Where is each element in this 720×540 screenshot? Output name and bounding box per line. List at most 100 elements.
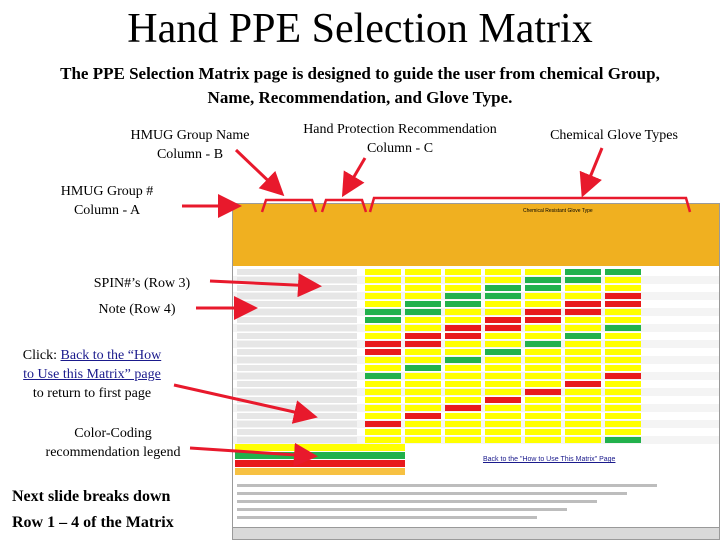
matrix-row <box>233 428 719 436</box>
matrix-cell <box>365 325 401 331</box>
matrix-row <box>233 388 719 396</box>
matrix-cell <box>365 413 401 419</box>
matrix-cell <box>405 269 441 275</box>
matrix-cell <box>525 429 561 435</box>
arrow-legend <box>189 442 318 467</box>
sheet-tabs[interactable] <box>233 527 719 539</box>
matrix-cell <box>405 301 441 307</box>
matrix-row <box>233 300 719 308</box>
next-slide-note: Next slide breaks down Row 1 – 4 of the … <box>12 484 222 536</box>
note-line <box>237 516 537 519</box>
matrix-cell <box>365 309 401 315</box>
matrix-cell <box>605 301 641 307</box>
recommendation-label: Hand Protection Recommendation Column - … <box>282 120 518 158</box>
matrix-cell <box>405 365 441 371</box>
matrix-cell <box>445 421 481 427</box>
matrix-cell <box>445 301 481 307</box>
legend-label-line-2: recommendation legend <box>45 445 181 460</box>
matrix-id-cell <box>237 421 357 427</box>
matrix-cell <box>405 373 441 379</box>
matrix-cell <box>365 333 401 339</box>
matrix-cell <box>365 373 401 379</box>
group-name-label: HMUG Group Name Column - B <box>110 126 270 164</box>
sheet-back-link[interactable]: Back to the "How to Use This Matrix" Pag… <box>483 456 616 463</box>
matrix-cell <box>445 381 481 387</box>
matrix-cell <box>365 317 401 323</box>
recommendation-label-line-2: Column - C <box>366 141 434 156</box>
matrix-cell <box>525 405 561 411</box>
matrix-cell <box>565 405 601 411</box>
matrix-cell <box>405 429 441 435</box>
matrix-cell <box>565 269 601 275</box>
matrix-cell <box>445 293 481 299</box>
matrix-cell <box>405 405 441 411</box>
matrix-cell <box>485 285 521 291</box>
group-name-label-line-1: HMUG Group Name <box>130 128 250 143</box>
legend-label: Color-Coding recommendation legend <box>30 424 196 462</box>
matrix-cell <box>525 437 561 443</box>
matrix-cell <box>445 397 481 403</box>
next-slide-note-line-1: Next slide breaks down <box>12 488 171 505</box>
matrix-cell <box>565 421 601 427</box>
matrix-cell <box>565 341 601 347</box>
next-slide-note-line-2: Row 1 – 4 of the Matrix <box>12 514 174 531</box>
matrix-id-cell <box>237 437 357 443</box>
matrix-cell <box>445 373 481 379</box>
matrix-cell <box>445 413 481 419</box>
matrix-row <box>233 380 719 388</box>
matrix-cell <box>405 397 441 403</box>
matrix-cell <box>525 341 561 347</box>
matrix-cell <box>365 277 401 283</box>
matrix-cell <box>605 325 641 331</box>
matrix-id-cell <box>237 317 357 323</box>
matrix-cell <box>445 333 481 339</box>
matrix-cell <box>565 357 601 363</box>
matrix-cell <box>565 429 601 435</box>
matrix-cell <box>605 309 641 315</box>
matrix-row <box>233 268 719 276</box>
matrix-row <box>233 372 719 380</box>
back-to-how-to-use-link[interactable]: Back to the “How <box>60 348 162 363</box>
matrix-cell <box>525 285 561 291</box>
matrix-cell <box>405 421 441 427</box>
matrix-cell <box>525 389 561 395</box>
matrix-cell <box>445 277 481 283</box>
subtitle-line-2: Name, Recommendation, and Glove Type. <box>207 88 513 107</box>
legend-orange <box>235 468 405 475</box>
matrix-id-cell <box>237 277 357 283</box>
legend-label-line-1: Color-Coding <box>74 426 152 441</box>
matrix-cell <box>565 349 601 355</box>
matrix-cell <box>365 381 401 387</box>
matrix-cell <box>365 285 401 291</box>
matrix-cell <box>565 373 601 379</box>
matrix-cell <box>365 405 401 411</box>
arrow-spin <box>209 273 322 298</box>
matrix-cell <box>485 301 521 307</box>
matrix-cell <box>565 397 601 403</box>
matrix-cell <box>365 365 401 371</box>
matrix-cell <box>605 357 641 363</box>
legend-red <box>235 460 405 467</box>
group-number-label-line-1: HMUG Group # <box>60 184 154 199</box>
matrix-cell <box>525 397 561 403</box>
back-to-how-to-use-link-line-2[interactable]: to Use this Matrix” page <box>23 367 161 382</box>
matrix-header-row <box>233 204 719 266</box>
matrix-cell <box>365 341 401 347</box>
note-label: Note (Row 4) <box>98 302 176 317</box>
matrix-cell <box>405 437 441 443</box>
matrix-cell <box>405 293 441 299</box>
matrix-cell <box>405 349 441 355</box>
matrix-cell <box>485 373 521 379</box>
matrix-row <box>233 348 719 356</box>
matrix-cell <box>365 437 401 443</box>
matrix-cell <box>605 397 641 403</box>
matrix-cell <box>365 349 401 355</box>
matrix-cell <box>445 365 481 371</box>
matrix-cell <box>565 333 601 339</box>
matrix-cell <box>405 341 441 347</box>
matrix-cell <box>565 365 601 371</box>
matrix-id-cell <box>237 309 357 315</box>
subtitle-line-1: The PPE Selection Matrix page is designe… <box>60 64 660 83</box>
matrix-row <box>233 340 719 348</box>
note-line <box>237 508 567 511</box>
